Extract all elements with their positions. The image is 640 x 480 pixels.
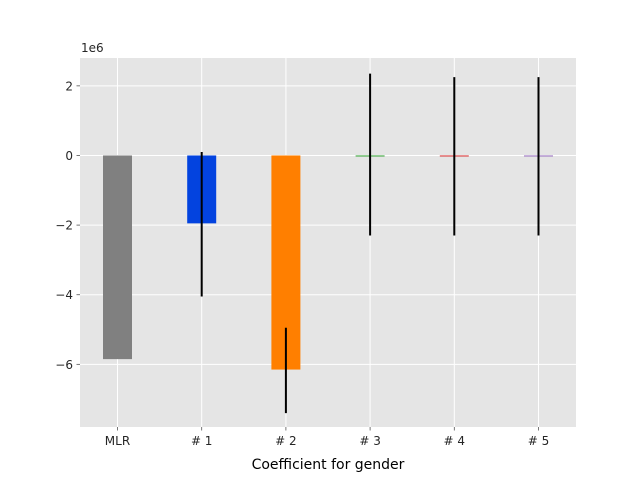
y-tick-label: 2: [65, 79, 73, 93]
y-tick-label: −6: [55, 358, 73, 372]
bar-1: [103, 155, 132, 360]
y-tick-label: −4: [55, 288, 73, 302]
y-axis-ticks: 2 0 −2 −4 −6: [55, 79, 80, 372]
x-tick-label: # 4: [444, 434, 466, 448]
plot-background: [80, 58, 576, 427]
y-tick-label: −2: [55, 219, 73, 233]
y-offset-label: 1e6: [81, 41, 104, 55]
x-tick-label: # 2: [275, 434, 297, 448]
x-tick-label: # 1: [191, 434, 213, 448]
x-tick-label: MLR: [105, 434, 130, 448]
x-tick-label: # 3: [359, 434, 381, 448]
error-bars: [200, 73, 540, 414]
y-tick-label: 0: [65, 149, 73, 163]
x-axis-label: Coefficient for gender: [252, 457, 405, 473]
x-tick-label: # 5: [528, 434, 550, 448]
x-axis-ticks: MLR # 1 # 2 # 3 # 4 # 5: [105, 427, 549, 448]
bars: [103, 155, 553, 370]
